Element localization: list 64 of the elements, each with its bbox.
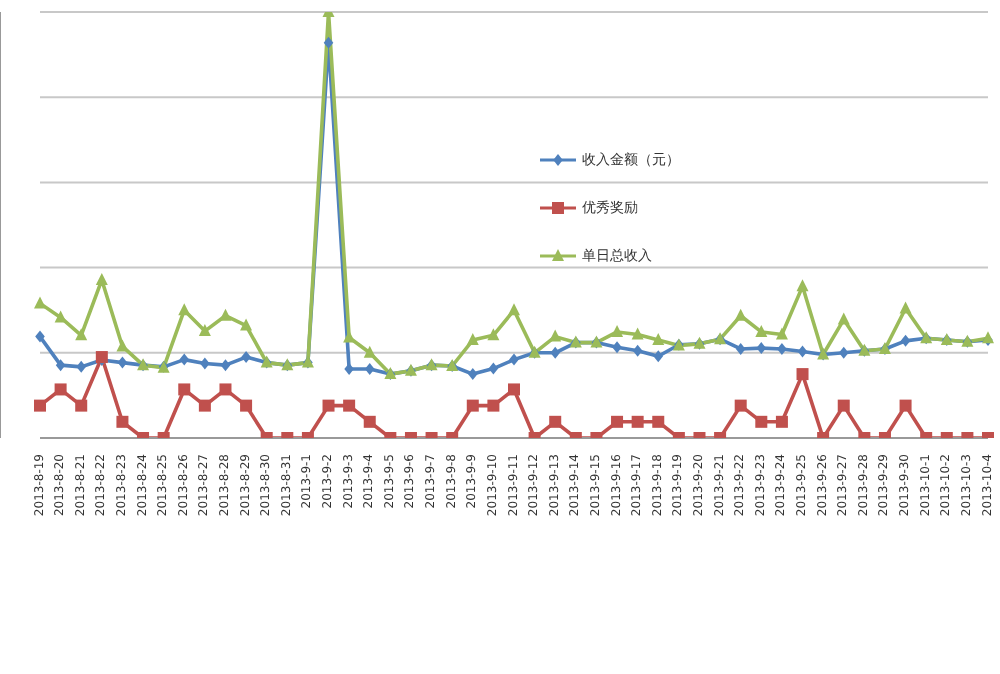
point [755, 415, 768, 428]
point [488, 362, 499, 375]
point [837, 399, 850, 412]
point [322, 399, 335, 412]
point [467, 368, 478, 381]
point [735, 342, 746, 355]
point [734, 399, 747, 412]
point [34, 296, 46, 309]
point [550, 346, 561, 359]
point [35, 330, 45, 343]
point [611, 324, 624, 337]
point [653, 350, 664, 363]
point [549, 329, 562, 342]
point [363, 345, 376, 358]
point [54, 383, 67, 396]
point [797, 345, 808, 358]
point [219, 383, 232, 396]
point [508, 303, 520, 316]
point [777, 342, 787, 355]
point [611, 415, 624, 428]
point [75, 328, 88, 341]
point [775, 327, 788, 340]
point [363, 415, 376, 428]
point [241, 351, 251, 364]
point [220, 359, 231, 372]
point [775, 415, 788, 428]
point [652, 333, 665, 346]
point [343, 399, 356, 412]
point [652, 415, 665, 428]
point [508, 383, 520, 396]
point [487, 399, 500, 412]
point [899, 399, 912, 412]
point [796, 279, 809, 292]
point [466, 399, 479, 412]
point [900, 334, 911, 347]
point [838, 346, 849, 359]
point [179, 353, 190, 366]
point [198, 324, 211, 337]
point [509, 353, 519, 366]
point [34, 399, 46, 412]
point [76, 360, 87, 373]
point [178, 383, 191, 396]
point [612, 341, 622, 354]
point [54, 310, 67, 323]
point [95, 272, 108, 285]
point [755, 324, 768, 337]
point [198, 399, 211, 412]
point [75, 399, 88, 412]
point [200, 357, 210, 370]
point [240, 318, 253, 331]
point [116, 415, 129, 428]
point [323, 36, 334, 49]
point [796, 368, 809, 381]
point [632, 344, 643, 357]
point [487, 328, 500, 341]
point [240, 399, 253, 412]
point [837, 312, 850, 325]
point [631, 415, 644, 428]
point [899, 301, 912, 314]
point [466, 333, 479, 346]
point [55, 359, 66, 372]
point [631, 327, 644, 340]
point [549, 415, 562, 428]
point [178, 303, 191, 316]
